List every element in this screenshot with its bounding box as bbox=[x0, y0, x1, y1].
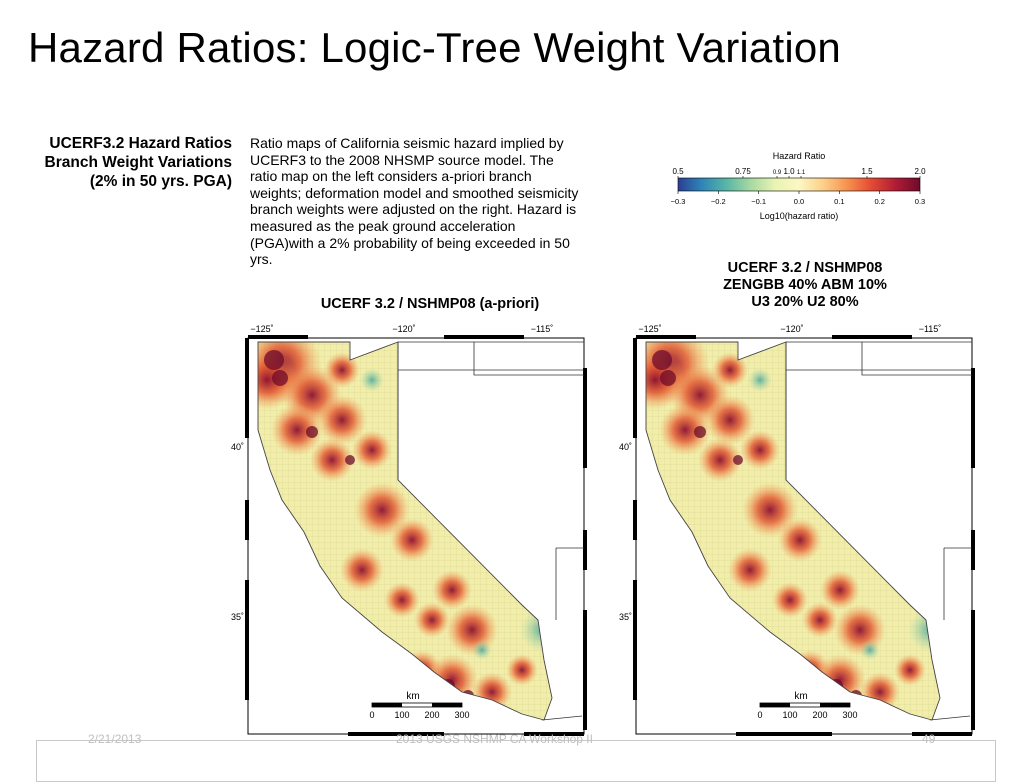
colorbar-bottom-tick: 0.1 bbox=[834, 197, 844, 206]
state-borders bbox=[785, 341, 972, 480]
map-border-bar bbox=[583, 530, 587, 570]
scale-unit: km bbox=[406, 691, 419, 702]
map-border-bar bbox=[245, 500, 249, 540]
left-map-title: UCERF 3.2 / NSHMP08 (a-priori) bbox=[260, 296, 600, 313]
scale-bar-segment bbox=[432, 703, 462, 707]
right-map-title-line-2: ZENGBB 40% ABM 10% bbox=[723, 277, 887, 293]
scale-bar-segment bbox=[820, 703, 850, 707]
colorbar-title: Hazard Ratio bbox=[773, 151, 826, 161]
scale-tick-label: 100 bbox=[782, 710, 797, 720]
latitude-label: 35˚ bbox=[231, 612, 244, 622]
colorbar-top-tick: 0.5 bbox=[672, 167, 684, 176]
colorbar-top-tick: 1.1 bbox=[797, 170, 806, 176]
mexico-border bbox=[929, 715, 971, 721]
map-border-bar bbox=[736, 732, 832, 736]
left-caption: UCERF3.2 Hazard Ratios Branch Weight Var… bbox=[14, 134, 232, 191]
colorbar-top-tick: 0.9 bbox=[773, 170, 782, 176]
longitude-label: −115˚ bbox=[531, 324, 554, 334]
state-borders bbox=[397, 341, 584, 480]
colorbar-bottom-tick: 0.0 bbox=[794, 197, 804, 206]
map-border-bar bbox=[524, 732, 584, 736]
colorbar-axis-label: Log10(hazard ratio) bbox=[760, 211, 839, 221]
scale-tick-label: 300 bbox=[842, 710, 857, 720]
map-border-bar bbox=[348, 732, 444, 736]
scale-unit: km bbox=[794, 691, 807, 702]
colorbar-gradient bbox=[677, 177, 921, 192]
map-border-bar bbox=[248, 335, 308, 339]
colorbar-bottom-tick: −0.3 bbox=[671, 197, 686, 206]
latitude-label: 35˚ bbox=[619, 612, 632, 622]
scale-tick-label: 200 bbox=[812, 710, 827, 720]
map-border-bar bbox=[633, 338, 637, 438]
scale-tick-label: 300 bbox=[454, 710, 469, 720]
state-borders bbox=[555, 547, 584, 620]
map-border-bar bbox=[245, 580, 249, 700]
scale-bar: km 0 100 200 300 bbox=[757, 691, 857, 720]
colorbar-bottom-tick: 0.3 bbox=[915, 197, 925, 206]
longitude-label: −115˚ bbox=[919, 324, 942, 334]
map-border-bar bbox=[912, 732, 972, 736]
map-border-bar bbox=[971, 610, 975, 730]
left-map-title-line: UCERF 3.2 / NSHMP08 (a-priori) bbox=[320, 296, 540, 312]
state-borders bbox=[943, 547, 972, 620]
mexico-border bbox=[541, 715, 583, 721]
colorbar-top-tick: 0.75 bbox=[735, 167, 751, 176]
colorbar-svg: Hazard Ratio 0.5 0.75 0.9 1.0 1.1 1.5 2.0 −0.3… bbox=[671, 151, 927, 221]
scale-bar-segment bbox=[760, 703, 790, 707]
latitude-label: 40˚ bbox=[231, 442, 244, 452]
right-map-title: UCERF 3.2 / NSHMP08 ZENGBB 40% ABM 10% U… bbox=[660, 260, 950, 311]
colorbar-bottom-tick: −0.2 bbox=[711, 197, 726, 206]
right-hazard-map: −125˚ −120˚ −115˚ 40˚ 35˚ km 0 100 200 300 bbox=[610, 320, 982, 740]
left-caption-line-2: Branch Weight Variations bbox=[44, 154, 232, 171]
left-map-svg: −125˚ −120˚ −115˚ 40˚ 35˚ km 0 100 200 300 bbox=[231, 324, 587, 736]
map-border-bar bbox=[971, 368, 975, 468]
footer-page-number: 49 bbox=[922, 732, 936, 746]
colorbar-top-tick: 1.0 bbox=[783, 167, 795, 176]
colorbar-top-tick: 1.5 bbox=[861, 167, 873, 176]
map-border-bar bbox=[583, 610, 587, 730]
map-border-bar bbox=[583, 368, 587, 468]
scale-bar: km 0 100 200 300 bbox=[369, 691, 469, 720]
scale-tick-label: 200 bbox=[424, 710, 439, 720]
scale-tick-label: 0 bbox=[757, 710, 762, 720]
map-border-bar bbox=[633, 500, 637, 540]
scale-tick-label: 0 bbox=[369, 710, 374, 720]
map-border-bar bbox=[832, 335, 912, 339]
map-border-bar bbox=[636, 335, 696, 339]
colorbar-bottom-tick: −0.1 bbox=[751, 197, 766, 206]
scale-bar-segment bbox=[372, 703, 402, 707]
map-border-bar bbox=[971, 530, 975, 570]
footer-box bbox=[36, 740, 996, 782]
right-map-title-line-3: U3 20% U2 80% bbox=[751, 294, 859, 310]
map-border-bar bbox=[444, 335, 524, 339]
left-hazard-map: −125˚ −120˚ −115˚ 40˚ 35˚ km 0 100 200 300 bbox=[222, 320, 594, 740]
footer-event: 2013 USGS NSHMP CA Workshop II bbox=[396, 732, 593, 746]
footer-date: 2/21/2013 bbox=[88, 732, 142, 746]
colorbar-top-tick: 2.0 bbox=[914, 167, 926, 176]
map-border-bar bbox=[633, 580, 637, 700]
latitude-label: 40˚ bbox=[619, 442, 632, 452]
map-border-bar bbox=[245, 338, 249, 438]
colorbar-bottom-tick: 0.2 bbox=[874, 197, 884, 206]
description-text: Ratio maps of California seismic hazard … bbox=[250, 135, 579, 268]
longitude-label: −120˚ bbox=[392, 324, 415, 334]
scale-tick-label: 100 bbox=[394, 710, 409, 720]
slide-title: Hazard Ratios: Logic-Tree Weight Variati… bbox=[28, 24, 841, 71]
left-caption-line-1: UCERF3.2 Hazard Ratios bbox=[49, 135, 232, 152]
longitude-label: −120˚ bbox=[780, 324, 803, 334]
hazard-ratio-field bbox=[646, 342, 940, 720]
right-map-svg: −125˚ −120˚ −115˚ 40˚ 35˚ km 0 100 200 300 bbox=[619, 324, 975, 736]
left-caption-line-3: (2% in 50 yrs. PGA) bbox=[89, 173, 232, 190]
right-map-title-line-1: UCERF 3.2 / NSHMP08 bbox=[727, 260, 883, 276]
hazard-ratio-colorbar: Hazard Ratio 0.5 0.75 0.9 1.0 1.1 1.5 2.0 −0.3… bbox=[668, 150, 930, 230]
longitude-label: −125˚ bbox=[638, 324, 661, 334]
longitude-label: −125˚ bbox=[250, 324, 273, 334]
